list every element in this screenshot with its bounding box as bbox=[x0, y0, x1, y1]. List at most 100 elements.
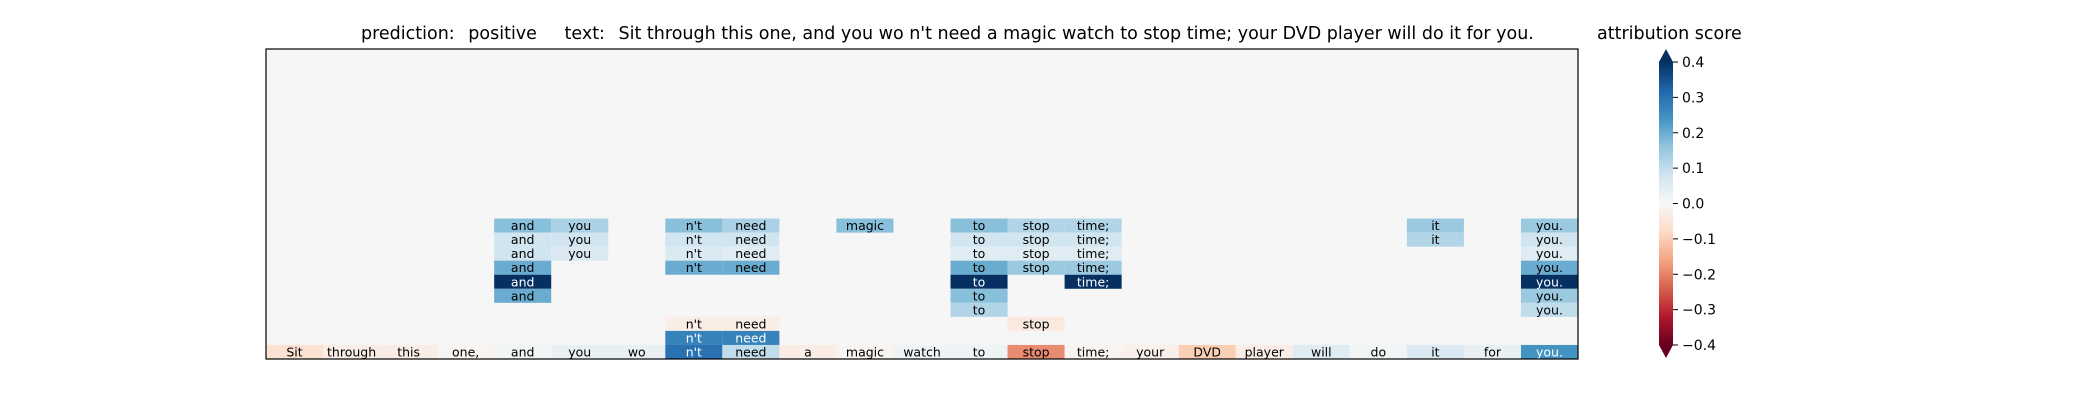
heatmap-cell bbox=[722, 218, 780, 233]
cell-token-label: and bbox=[511, 344, 535, 359]
cell-token-label: it bbox=[1431, 344, 1439, 359]
cell-token-label: time; bbox=[1077, 344, 1109, 359]
heatmap-cell bbox=[722, 330, 780, 345]
cell-token-label: to bbox=[973, 288, 986, 303]
heatmap-cell bbox=[665, 232, 723, 247]
heatmap-cell bbox=[665, 246, 723, 261]
cell-token-label: n't bbox=[686, 330, 702, 345]
cell-token-label: you. bbox=[1536, 344, 1563, 359]
text-label: text: bbox=[565, 24, 605, 44]
cell-token-label: this bbox=[397, 344, 420, 359]
cell-token-label: you. bbox=[1536, 232, 1563, 247]
heatmap-cell bbox=[950, 344, 1008, 359]
heatmap-cell bbox=[1121, 344, 1179, 359]
colorbar-tick-label: −0.1 bbox=[1682, 232, 1716, 248]
cell-token-label: and bbox=[511, 232, 535, 247]
heatmap-cell bbox=[1520, 344, 1578, 359]
colorbar-tick-label: 0.3 bbox=[1682, 90, 1704, 106]
heatmap-cell bbox=[1463, 344, 1521, 359]
heatmap-cell bbox=[722, 344, 780, 359]
cell-token-label: do bbox=[1371, 344, 1387, 359]
cell-token-label: and bbox=[511, 288, 535, 303]
cell-token-label: you. bbox=[1536, 246, 1563, 261]
heatmap-cell bbox=[494, 344, 552, 359]
heatmap-cell bbox=[551, 246, 609, 261]
cell-token-label: for bbox=[1484, 344, 1502, 359]
heatmap-cell bbox=[1349, 344, 1407, 359]
cell-token-label: n't bbox=[686, 218, 702, 233]
text-value: Sit through this one, and you wo n't nee… bbox=[619, 24, 1534, 44]
cell-token-label: stop bbox=[1023, 218, 1050, 233]
colorbar-max-extension bbox=[1659, 49, 1673, 62]
heatmap-cell bbox=[494, 274, 552, 289]
colorbar-label: attribution score bbox=[1597, 24, 1742, 44]
cell-token-label: n't bbox=[686, 260, 702, 275]
heatmap-cell bbox=[1007, 218, 1065, 233]
heatmap-cell bbox=[1064, 274, 1122, 289]
cell-token-label: will bbox=[1311, 344, 1332, 359]
colorbar-tick-label: 0.2 bbox=[1682, 126, 1704, 142]
heatmap-cell bbox=[1007, 316, 1065, 331]
heatmap-cell bbox=[437, 344, 495, 359]
heatmap-cell bbox=[1520, 302, 1578, 317]
heatmap-cell bbox=[893, 344, 951, 359]
heatmap-cell bbox=[1406, 218, 1464, 233]
heatmap-cell bbox=[1064, 344, 1122, 359]
heatmap-cell bbox=[494, 232, 552, 247]
heatmap-cell bbox=[1406, 232, 1464, 247]
cell-token-label: time; bbox=[1077, 218, 1109, 233]
heatmap-cell bbox=[1064, 232, 1122, 247]
cell-token-label: n't bbox=[686, 246, 702, 261]
cell-token-label: Sit bbox=[286, 344, 302, 359]
cell-token-label: it bbox=[1431, 218, 1439, 233]
cell-token-label: and bbox=[511, 218, 535, 233]
heatmap-cell bbox=[1406, 344, 1464, 359]
cell-token-label: n't bbox=[686, 316, 702, 331]
cell-token-label: wo bbox=[628, 344, 646, 359]
heatmap-cell bbox=[950, 246, 1008, 261]
prediction-value: positive bbox=[468, 24, 537, 44]
cell-token-label: through bbox=[327, 344, 376, 359]
heatmap-cell bbox=[1520, 218, 1578, 233]
plot-background bbox=[266, 49, 1578, 359]
cell-token-label: magic bbox=[846, 344, 884, 359]
heatmap-cell bbox=[1520, 260, 1578, 275]
heatmap-cell bbox=[950, 302, 1008, 317]
colorbar-tick-label: −0.2 bbox=[1682, 267, 1716, 283]
cell-token-label: you. bbox=[1536, 302, 1563, 317]
cell-token-label: need bbox=[735, 246, 766, 261]
heatmap-cell bbox=[1520, 274, 1578, 289]
cell-token-label: stop bbox=[1023, 246, 1050, 261]
cell-token-label: you bbox=[568, 218, 591, 233]
cell-token-label: time; bbox=[1077, 260, 1109, 275]
heatmap-cell bbox=[1064, 260, 1122, 275]
cell-token-label: you. bbox=[1536, 260, 1563, 275]
cell-token-label: time; bbox=[1077, 246, 1109, 261]
cell-token-label: stop bbox=[1023, 260, 1050, 275]
heatmap-cell bbox=[665, 344, 723, 359]
cell-token-label: to bbox=[973, 260, 986, 275]
heatmap-cell bbox=[1064, 246, 1122, 261]
cell-token-label: it bbox=[1431, 232, 1439, 247]
cell-token-label: your bbox=[1136, 344, 1165, 359]
cell-token-label: you bbox=[568, 246, 591, 261]
heatmap-cell bbox=[665, 330, 723, 345]
cell-token-label: need bbox=[735, 330, 766, 345]
colorbar-tick-label: −0.4 bbox=[1682, 338, 1716, 354]
plot-frame bbox=[265, 48, 1579, 360]
prediction-label: prediction: bbox=[361, 24, 455, 44]
heatmap-cell bbox=[950, 260, 1008, 275]
heatmap-cell bbox=[494, 288, 552, 303]
heatmap-cell bbox=[665, 218, 723, 233]
heatmap-cell bbox=[1292, 344, 1350, 359]
heatmap-cell bbox=[1007, 232, 1065, 247]
heatmap-cell bbox=[551, 344, 609, 359]
chart-title-prediction: prediction: positive text: Sit through t… bbox=[361, 24, 1534, 44]
heatmap-cell bbox=[950, 218, 1008, 233]
heatmap-cell bbox=[494, 218, 552, 233]
cell-token-label: player bbox=[1245, 344, 1285, 359]
cell-token-label: to bbox=[973, 344, 986, 359]
colorbar-min-extension bbox=[1659, 345, 1673, 358]
heatmap-cell bbox=[608, 344, 666, 359]
